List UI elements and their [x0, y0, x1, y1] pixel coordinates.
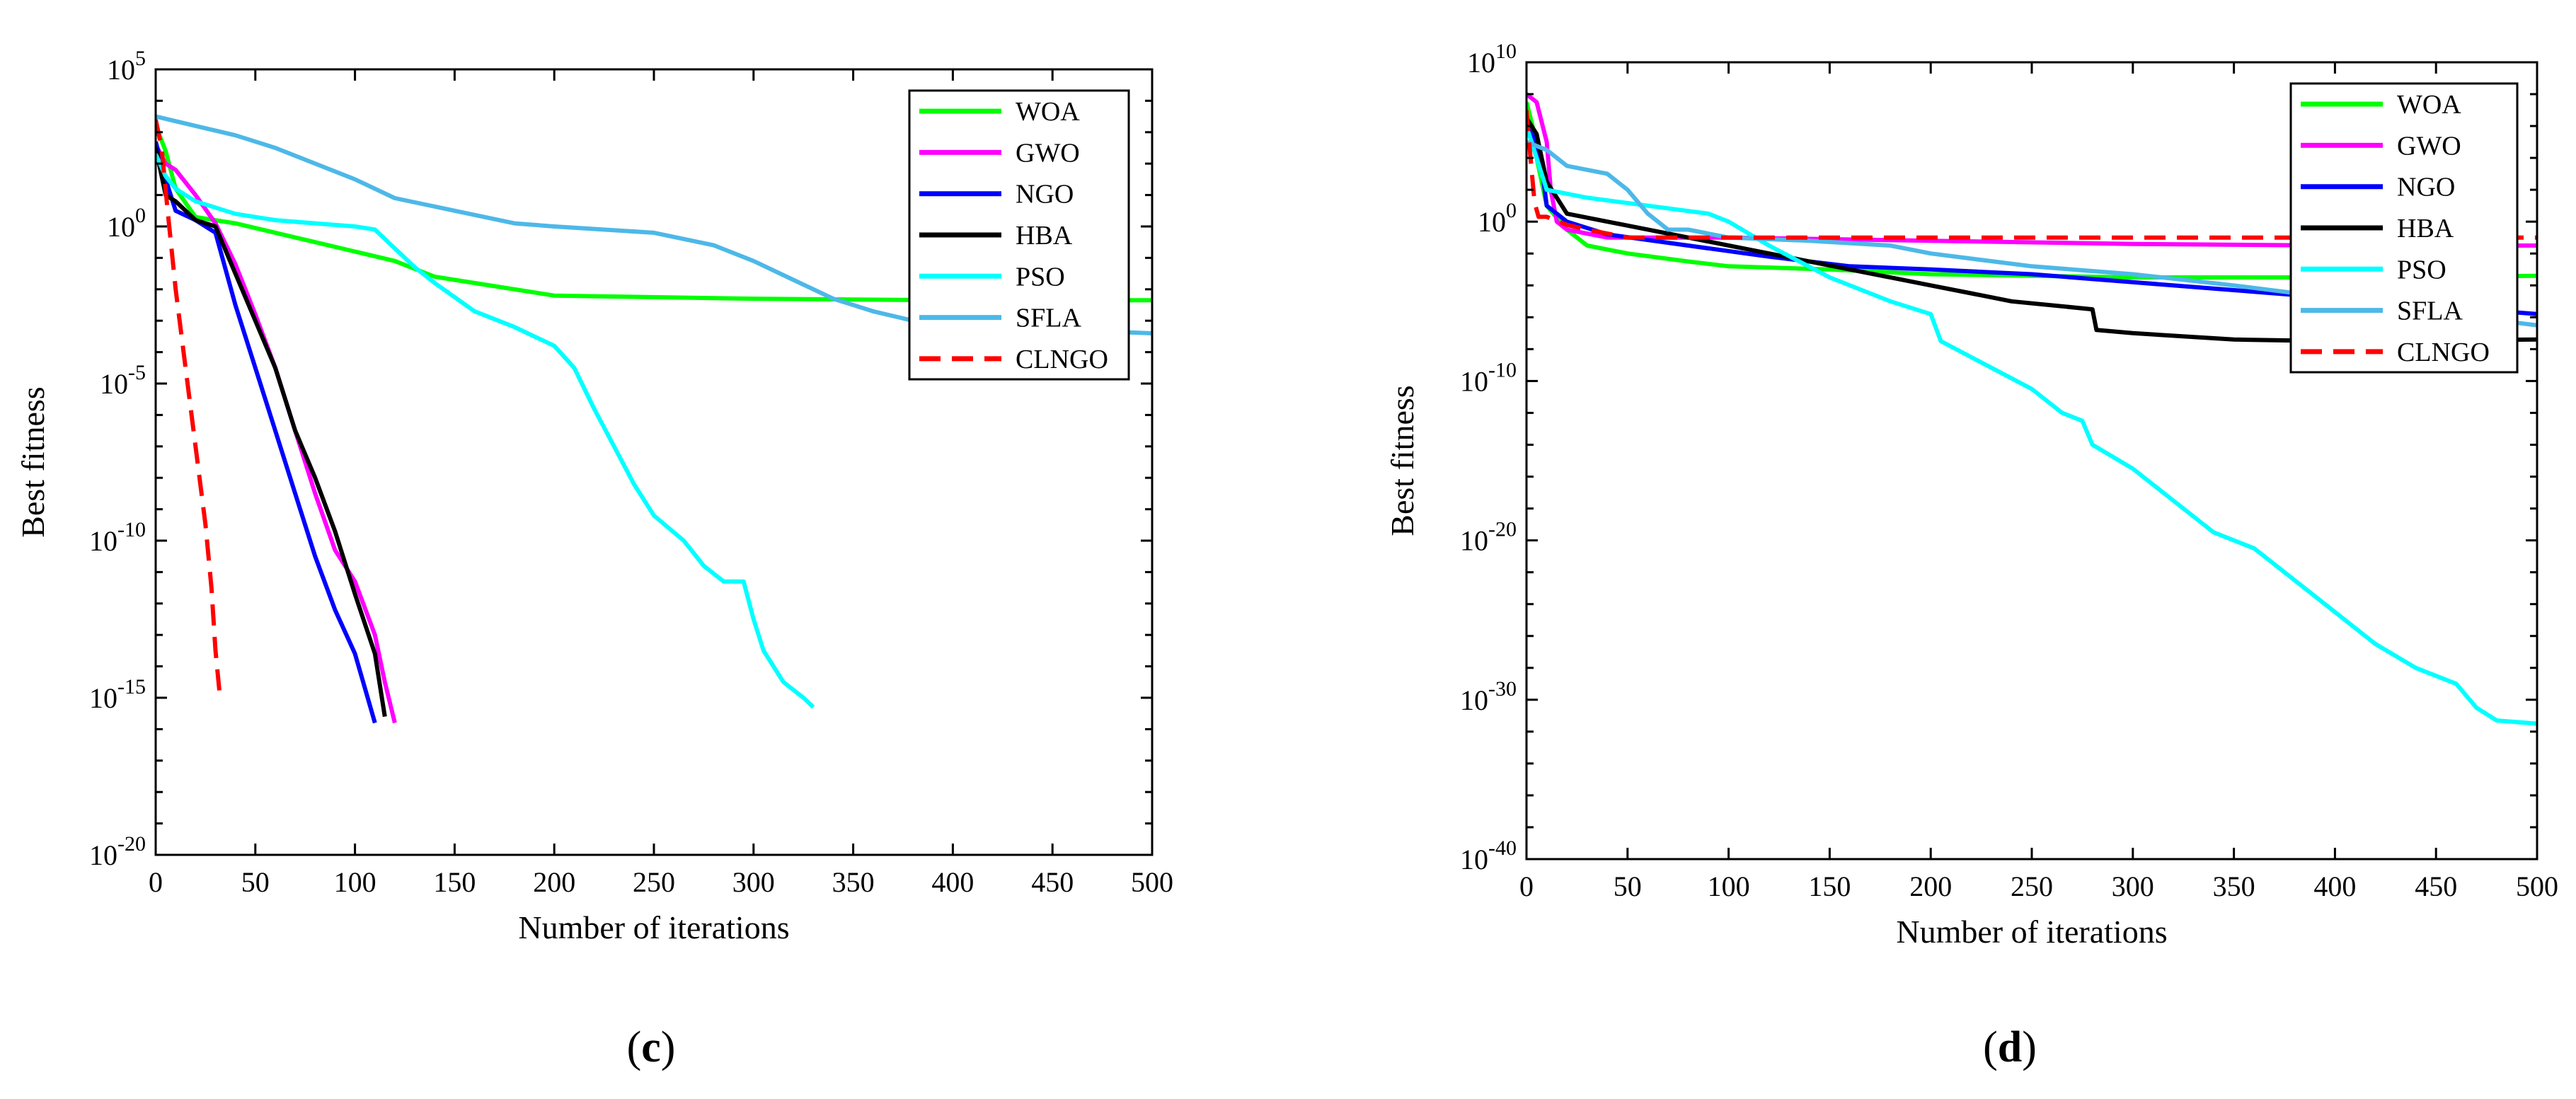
legend-label-woa: WOA	[2397, 90, 2461, 120]
x-tick-label: 500	[2516, 870, 2558, 902]
chart-panel-d: 0 50 100 150 200 250 300 350 400 450 500 1010 100 10-…	[1384, 40, 2558, 1071]
y-tick-label: 10-15	[89, 675, 146, 714]
x-tick-label: 50	[241, 866, 270, 898]
x-tick-label: 50	[1614, 870, 1642, 902]
x-axis-label: Number of iterations	[1896, 914, 2167, 950]
y-tick-label: 105	[107, 47, 146, 86]
x-tick-label: 250	[633, 866, 675, 898]
x-tick-label: 100	[1708, 870, 1750, 902]
x-tick-label: 150	[433, 866, 476, 898]
legend-label-gwo: GWO	[1016, 138, 1080, 168]
x-tick-label: 350	[2213, 870, 2255, 902]
x-tick-label: 350	[832, 866, 875, 898]
x-tick-label: 300	[2112, 870, 2154, 902]
legend: WOA GWO NGO HBA PSO SFLA CLNGO	[2289, 82, 2519, 374]
legend-label-sfla: SFLA	[2397, 297, 2463, 326]
y-tick-label: 100	[1478, 199, 1517, 238]
series-line-pso	[1526, 125, 2537, 726]
panel-label: (c)	[627, 1023, 676, 1071]
x-tick-label: 300	[732, 866, 775, 898]
y-tick-label: 10-10	[89, 518, 146, 557]
y-tick-label: 10-20	[89, 832, 146, 871]
series-line-clngo	[156, 119, 222, 692]
legend-label-ngo: NGO	[2397, 173, 2455, 202]
series-line-hba	[156, 147, 387, 718]
series-group	[1526, 92, 2537, 726]
y-tick-label: 1010	[1467, 40, 1517, 79]
series-line-ngo	[156, 141, 377, 724]
series-group	[156, 114, 1152, 724]
x-tick-label: 450	[1031, 866, 1074, 898]
x-tick-label: 0	[1519, 870, 1534, 902]
x-tick-label: 400	[931, 866, 974, 898]
legend-label-pso: PSO	[2397, 255, 2446, 284]
y-tick-label: 10-5	[100, 361, 146, 400]
panel-label: (d)	[1983, 1023, 2037, 1071]
x-tick-label: 250	[2011, 870, 2053, 902]
legend-label-hba: HBA	[1016, 221, 1073, 251]
y-axis-label: Best fitness	[15, 386, 51, 537]
series-line-pso	[156, 153, 815, 709]
legend-label-woa: WOA	[1016, 97, 1080, 127]
x-axis-label: Number of iterations	[518, 909, 789, 945]
legend-label-gwo: GWO	[2397, 131, 2461, 161]
legend-label-ngo: NGO	[1016, 180, 1074, 209]
legend-label-pso: PSO	[1016, 262, 1065, 292]
legend: WOA GWO NGO HBA PSO SFLA CLNGO	[908, 89, 1130, 381]
x-tick-label: 0	[149, 866, 163, 898]
y-tick-label: 10-40	[1460, 836, 1517, 875]
series-line-woa	[156, 125, 1152, 303]
x-tick-label: 400	[2313, 870, 2356, 902]
y-tick-label: 10-30	[1460, 677, 1517, 716]
y-tick-label: 10-10	[1460, 358, 1517, 397]
x-tick-label: 150	[1808, 870, 1851, 902]
legend-label-clngo: CLNGO	[1016, 345, 1108, 374]
series-line-clngo	[1526, 110, 2537, 240]
y-tick-label: 100	[107, 204, 146, 243]
series-line-sfla	[156, 114, 1152, 335]
series-line-gwo	[1526, 92, 2537, 248]
x-tick-label: 500	[1131, 866, 1173, 898]
chart-panel-c: 0 50 100 150 200 250 300 350 400 450 500 105 100 10-5…	[15, 47, 1173, 1071]
x-tick-label: 100	[334, 866, 376, 898]
legend-label-clngo: CLNGO	[2397, 338, 2490, 367]
legend-label-sfla: SFLA	[1016, 304, 1081, 333]
x-tick-label: 450	[2415, 870, 2457, 902]
y-tick-label: 10-20	[1460, 518, 1517, 557]
x-tick-label: 200	[533, 866, 575, 898]
legend-label-hba: HBA	[2397, 214, 2454, 243]
x-tick-label: 200	[1909, 870, 1952, 902]
y-axis-label: Best fitness	[1384, 385, 1420, 536]
series-line-hba	[1526, 117, 2537, 344]
